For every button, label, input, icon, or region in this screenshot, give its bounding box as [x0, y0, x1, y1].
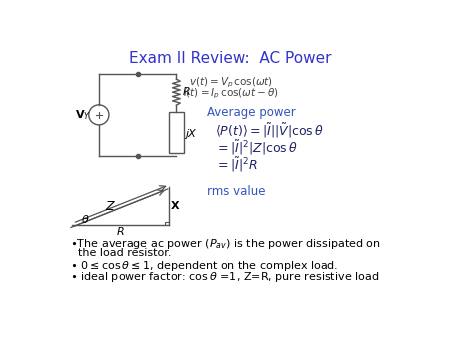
Text: $\theta$: $\theta$ [81, 213, 90, 225]
Text: $\bullet$The average ac power $(P_{av})$ is the power dissipated on: $\bullet$The average ac power $(P_{av})$… [70, 237, 381, 251]
Text: $i(t) = I_p\,\cos(\omega t - \theta)$: $i(t) = I_p\,\cos(\omega t - \theta)$ [183, 87, 279, 101]
Text: R: R [116, 226, 124, 237]
Text: Exam II Review:  AC Power: Exam II Review: AC Power [130, 51, 332, 66]
Text: rms value: rms value [207, 185, 266, 198]
Text: $\mathbf{V}_Y$: $\mathbf{V}_Y$ [76, 108, 91, 122]
Text: $= |\tilde{I}|^2 R$: $= |\tilde{I}|^2 R$ [215, 155, 258, 174]
Text: the load resistor.: the load resistor. [78, 248, 171, 259]
Text: $\bullet$ ideal power factor: $\cos\theta$ =1, Z=R, pure resistive load: $\bullet$ ideal power factor: $\cos\thet… [70, 270, 379, 284]
Text: R: R [183, 87, 190, 97]
Text: $\langle P(t)\rangle = |\tilde{I}||\tilde{V}|\cos\theta$: $\langle P(t)\rangle = |\tilde{I}||\tild… [215, 121, 324, 140]
Text: X: X [171, 201, 179, 211]
Text: Average power: Average power [207, 106, 296, 119]
Text: jX: jX [186, 129, 196, 139]
Text: $\bullet$ $0\leq\cos\theta\leq 1$, dependent on the complex load.: $\bullet$ $0\leq\cos\theta\leq 1$, depen… [70, 259, 338, 273]
Text: $= |\tilde{I}|^2|Z|\cos\theta$: $= |\tilde{I}|^2|Z|\cos\theta$ [215, 138, 298, 157]
Bar [169, 112, 184, 153]
Text: $v(t) = V_p\,\cos(\omega t)$: $v(t) = V_p\,\cos(\omega t)$ [189, 75, 273, 90]
Text: $\mathit{Z}$: $\mathit{Z}$ [105, 200, 117, 213]
